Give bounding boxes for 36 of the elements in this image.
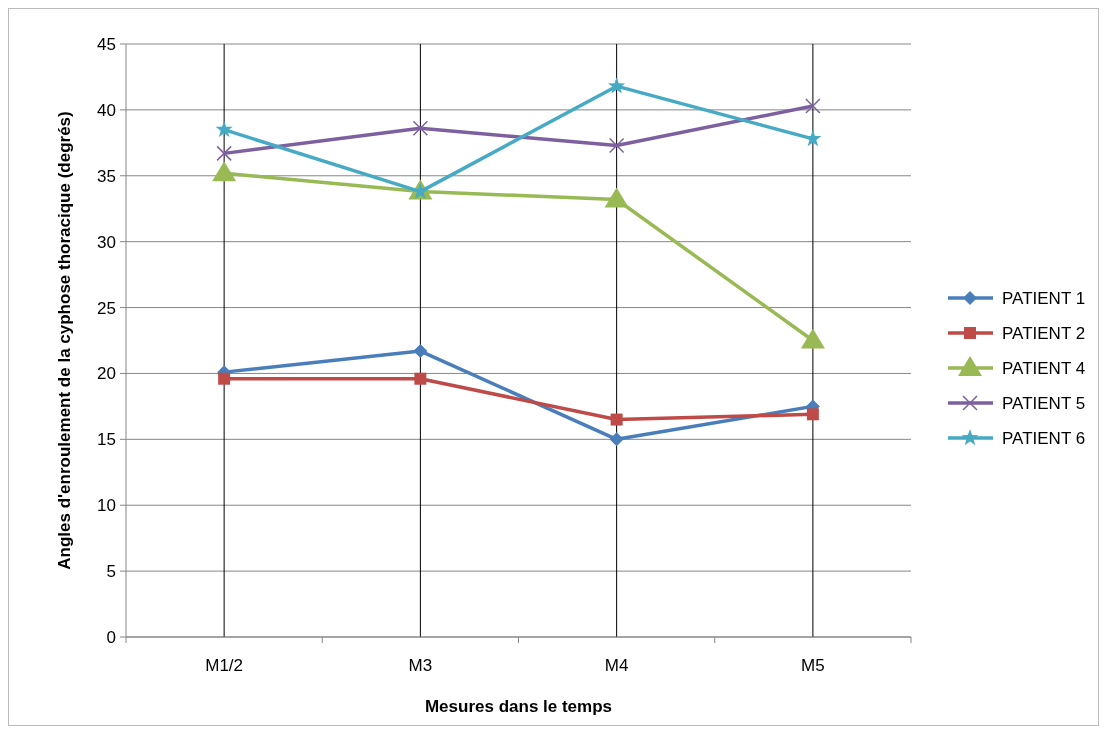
y-tick-label: 40 [97,100,116,120]
point [212,161,237,182]
y-tick-label: 5 [106,562,116,582]
legend-label: PATIENT 5 [1002,393,1086,413]
point [604,187,629,208]
point [215,120,233,137]
y-axis-title: Angles d'enroulement de la cyphose thoracique (degrés) [55,111,74,570]
point [412,120,429,137]
point [609,432,624,447]
point [216,145,232,162]
legend-label: PATIENT 6 [1002,428,1086,448]
x-axis-title: Mesures dans le temps [424,697,613,716]
point [218,372,231,385]
y-tick-label: 30 [97,232,116,252]
x-tick-label: M5 [801,656,825,675]
y-tick-label: 45 [97,34,116,54]
y-tick-label: 15 [97,430,116,450]
y-tick-label: 35 [97,166,116,186]
y-tick-label: 20 [97,364,116,384]
legend-label: PATIENT 4 [1002,358,1086,378]
point [413,344,428,359]
y-tick-label: 10 [97,496,116,516]
x-tick-label: M3 [408,656,433,675]
point [800,328,825,349]
x-tick-label: M1/2 [205,656,244,675]
point [805,98,821,114]
legend-label: PATIENT 2 [1002,323,1086,343]
point [806,408,819,421]
point [610,413,623,426]
y-tick-label: 0 [106,627,116,647]
point [608,137,625,154]
point [414,372,427,385]
legend-label: PATIENT 1 [1002,288,1086,308]
point [608,77,626,94]
y-tick-label: 25 [97,298,116,318]
x-tick-label: M4 [604,656,629,675]
